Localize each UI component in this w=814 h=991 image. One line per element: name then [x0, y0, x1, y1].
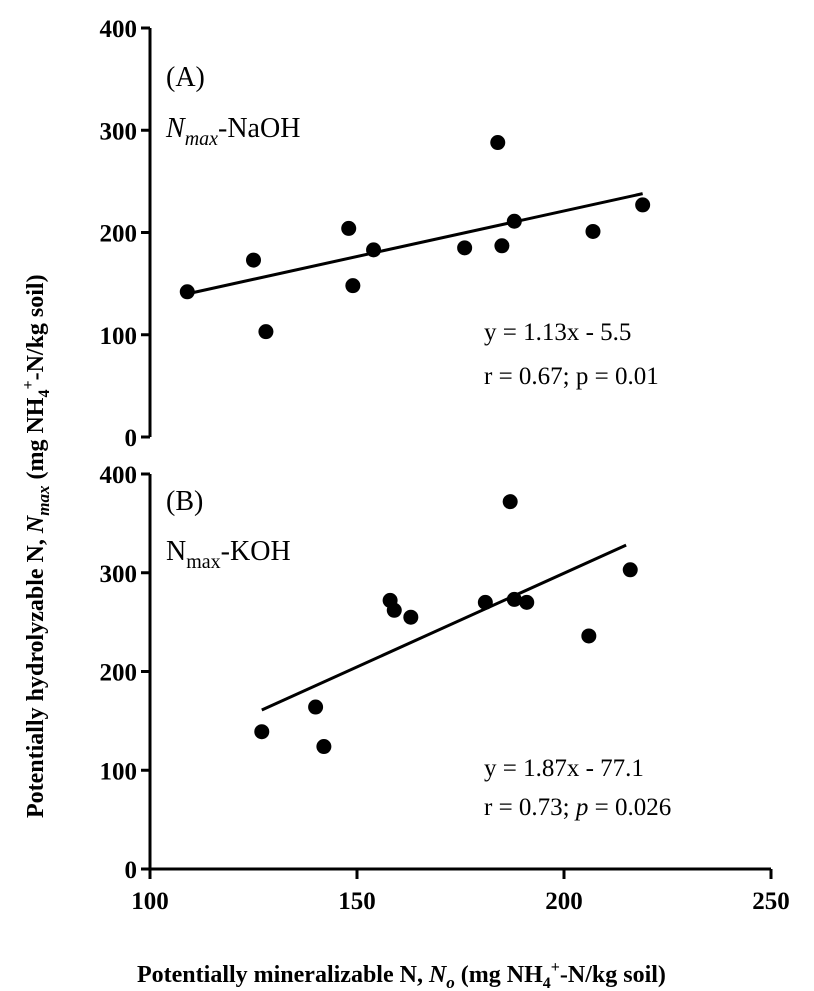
data-point	[403, 609, 419, 625]
y-tick-label: 0	[125, 425, 138, 452]
y-axis-title-rest2: -N/kg soil)	[23, 274, 49, 380]
y-axis-title-var: N	[23, 514, 49, 534]
panel-b-label: (B)	[166, 486, 203, 517]
data-point	[179, 284, 195, 300]
y-tick-label: 200	[100, 660, 138, 687]
data-point	[457, 240, 473, 256]
y-tick-label: 200	[100, 221, 138, 248]
panel-a-series-rest: -NaOH	[218, 113, 300, 144]
x-axis-title: Potentially mineralizable N, No (mg NH4+…	[137, 959, 666, 991]
y-tick-label: 100	[100, 758, 138, 785]
panel-b-series-sub: max	[186, 551, 220, 573]
panel-b-series-rest: -KOH	[221, 536, 291, 567]
y-tick-label: 400	[100, 16, 138, 43]
regression-line	[261, 543, 627, 712]
panel-a: 0 100 200 300 400 (A) Nmax-NaOH y = 1.13x - …	[100, 16, 659, 452]
x-tick-label: 250	[752, 888, 790, 915]
data-point	[506, 591, 522, 607]
panel-a-series-sub: max	[185, 128, 218, 150]
data-point	[635, 197, 651, 213]
data-point	[258, 324, 274, 340]
panel-b-stats: r = 0.73; p = 0.026	[484, 794, 671, 821]
data-point	[308, 699, 324, 715]
x-tick-label: 200	[545, 888, 583, 915]
panel-a-stats: r = 0.67; p = 0.01	[484, 363, 659, 390]
data-point	[581, 628, 597, 644]
panel-b-equation: y = 1.87x - 77.1	[484, 755, 644, 782]
x-axis-title-sup: +	[551, 959, 560, 976]
data-point	[246, 252, 261, 268]
data-point	[345, 278, 361, 294]
panel-a-label: (A)	[166, 62, 205, 93]
x-axis-title-var-sub: o	[446, 973, 455, 991]
panel-a-points	[179, 135, 651, 340]
y-tick-label: 300	[100, 118, 138, 145]
data-point	[502, 494, 518, 510]
panel-b-y-axis: 0 100 200 300 400	[100, 462, 152, 884]
panel-a-series-label: Nmax-NaOH	[165, 113, 300, 150]
panel-b-fit	[261, 543, 627, 712]
panel-b: 0 100 200 300 400 (B) Nmax-KOH y = 1.87x - 7…	[100, 462, 672, 884]
panel-a-y-axis: 0 100 200 300 400	[100, 16, 152, 452]
panel-b-series-label: Nmax-KOH	[166, 536, 291, 573]
data-point	[494, 238, 510, 254]
y-axis-title: Potentially hydrolyzable N, Nmax (mg NH4…	[20, 274, 53, 818]
x-axis-title-var: N	[428, 962, 448, 988]
data-point	[519, 594, 535, 610]
panel-a-series-main: N	[165, 113, 186, 144]
panel-b-stats-var: p	[574, 794, 589, 821]
x-axis-title-rest1: (mg NH	[455, 962, 543, 988]
data-point	[386, 602, 402, 618]
data-point	[254, 724, 270, 740]
data-point	[585, 223, 601, 239]
y-axis-title-var-sub: max	[34, 485, 53, 516]
y-axis-title-sub: 4	[36, 390, 53, 398]
x-tick-label: 100	[131, 888, 169, 915]
panel-b-series-main: N	[166, 536, 186, 567]
panel-b-stats-a: r = 0.73;	[484, 794, 576, 821]
data-point	[316, 739, 332, 755]
y-axis-title-rest1: (mg NH	[23, 397, 49, 485]
data-point	[341, 220, 357, 236]
y-tick-label: 100	[100, 323, 138, 350]
data-point	[622, 562, 638, 578]
y-tick-label: 0	[125, 857, 138, 884]
x-axis-title-rest2: -N/kg soil)	[560, 962, 666, 988]
y-axis-title-main: Potentially hydrolyzable N,	[23, 533, 49, 818]
x-axis-title-sub: 4	[543, 975, 551, 991]
panel-b-points	[254, 494, 638, 755]
regression-line	[186, 192, 643, 296]
x-axis: 100 150 200 250	[131, 867, 790, 915]
y-axis-title-sup: +	[20, 380, 37, 389]
panel-b-stats-b: = 0.026	[588, 794, 671, 821]
x-tick-label: 150	[338, 888, 376, 915]
panel-a-fit	[186, 192, 643, 296]
data-point	[490, 135, 506, 151]
y-tick-label: 400	[100, 462, 138, 489]
panel-a-equation: y = 1.13x - 5.5	[484, 319, 631, 346]
y-tick-label: 300	[100, 561, 138, 588]
x-axis-title-main: Potentially mineralizable N,	[137, 962, 429, 988]
